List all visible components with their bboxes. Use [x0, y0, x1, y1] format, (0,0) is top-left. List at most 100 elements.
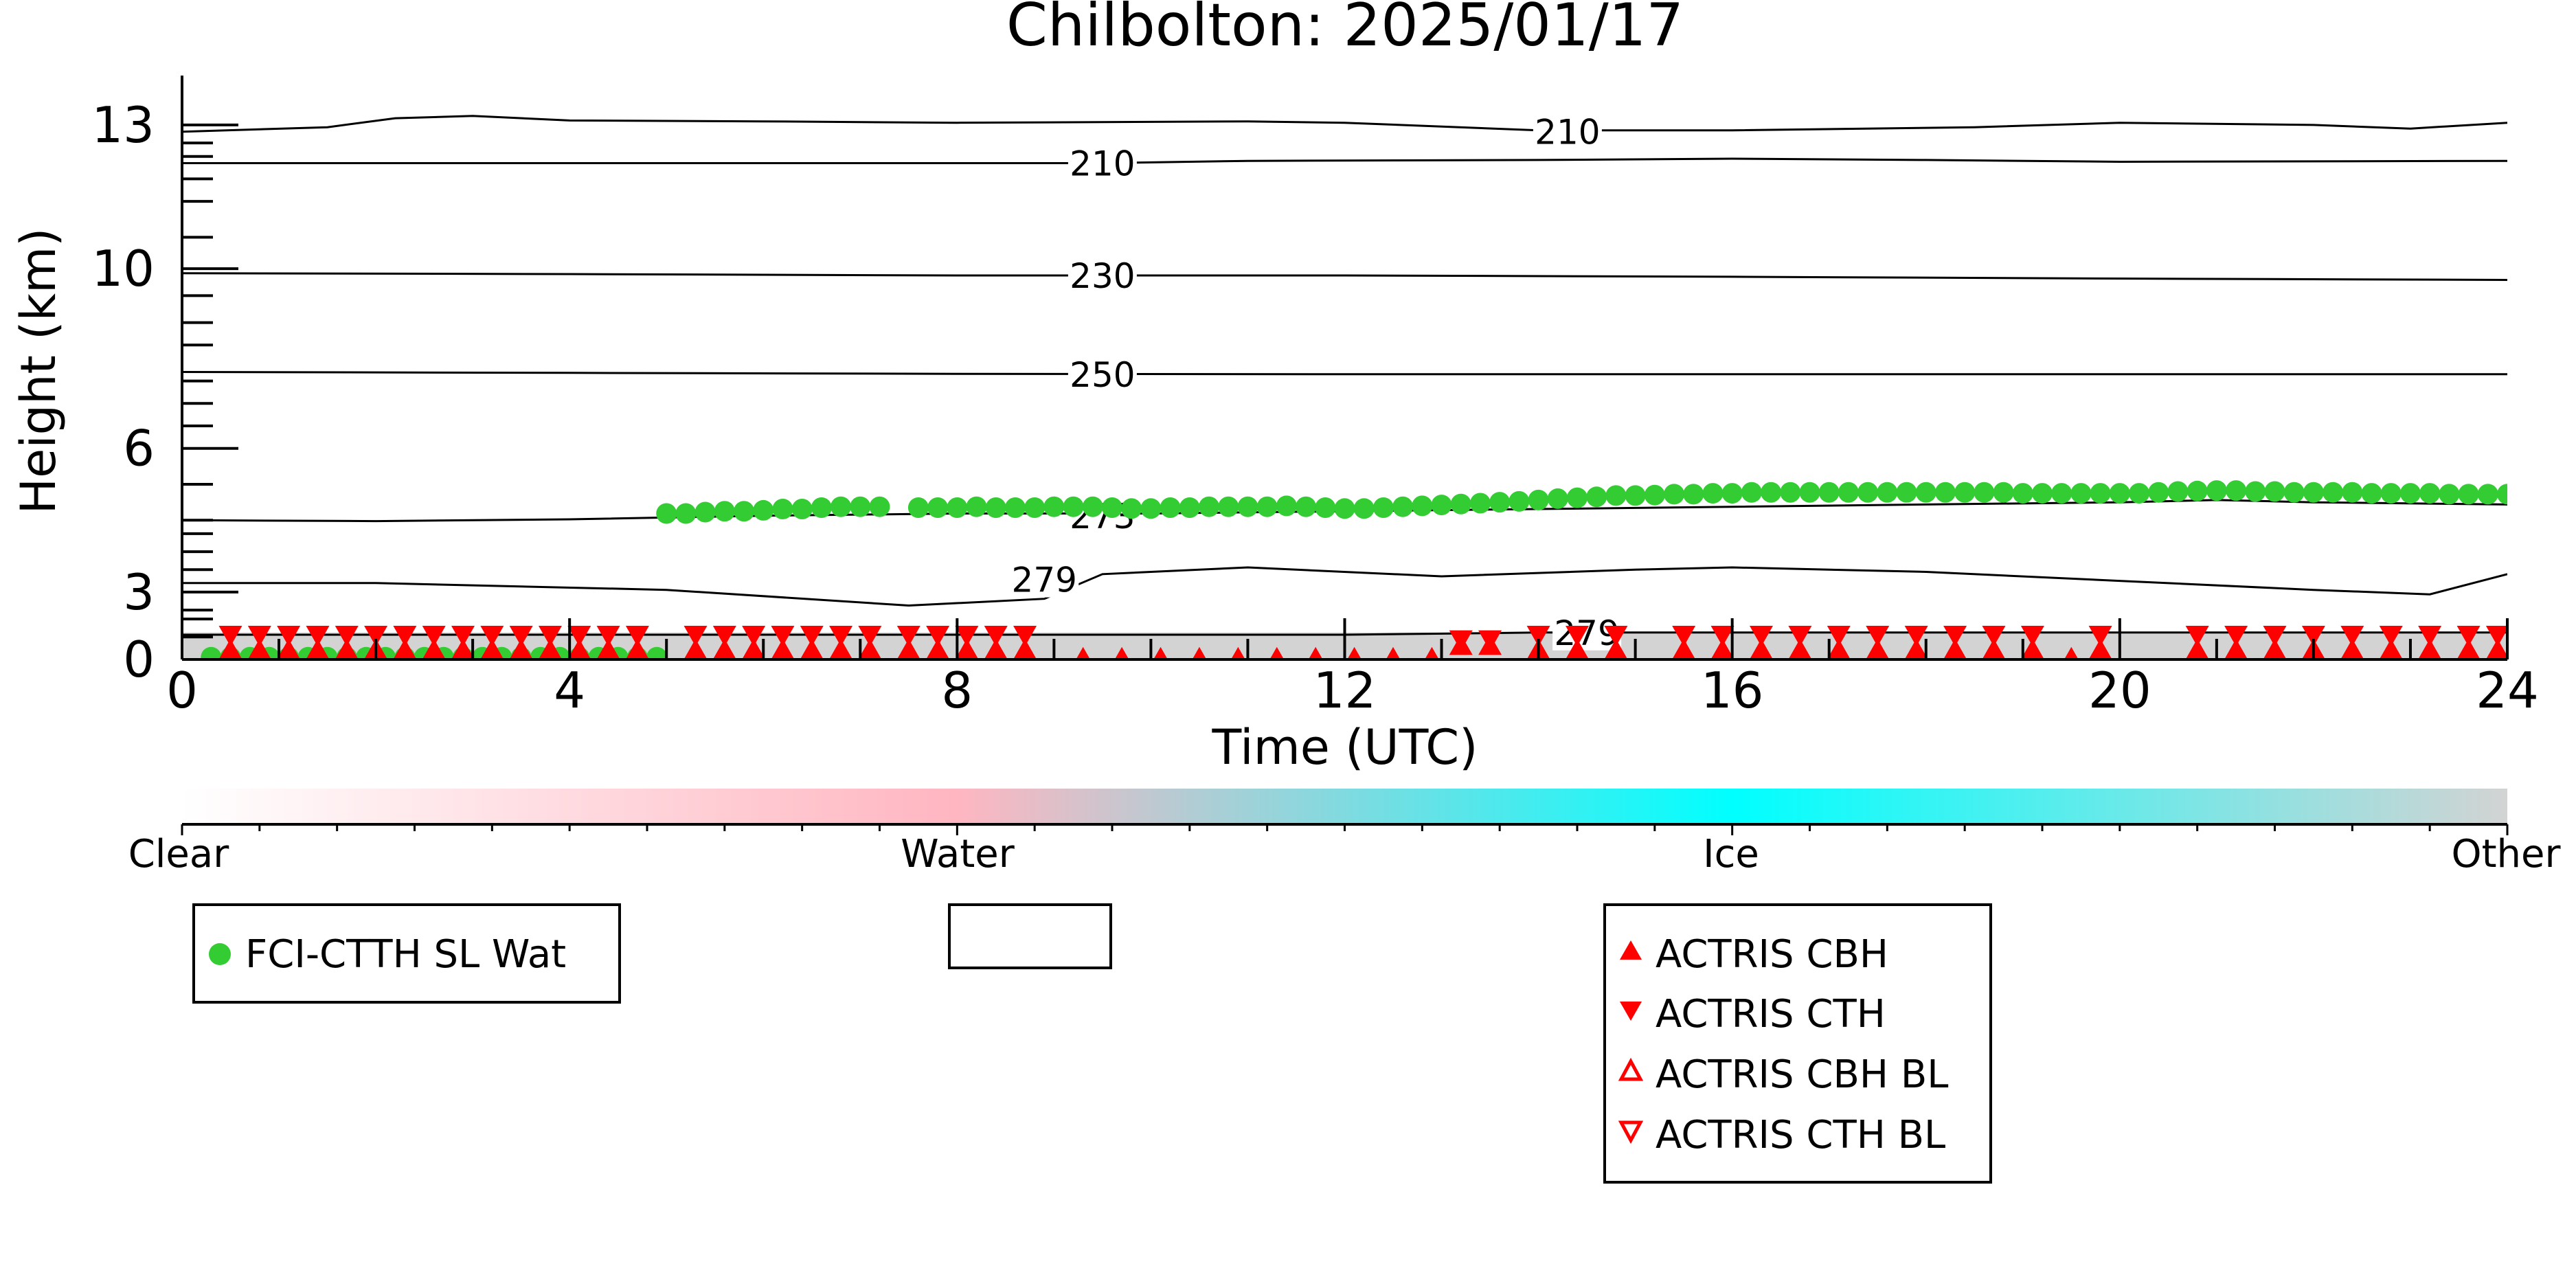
- marker-fci-ctth-sl-wat: [2051, 483, 2072, 504]
- legend-label-actris-cbh-bl: ACTRIS CBH BL: [1656, 1052, 1948, 1097]
- marker-fci-ctth-sl-wat: [1450, 493, 1471, 515]
- marker-actris-cth: [335, 626, 359, 647]
- marker-fci-ctth-sl-wat: [2342, 482, 2363, 503]
- marker-actris-cth: [2456, 626, 2481, 647]
- marker-fci-ctth-sl-wat: [2399, 483, 2421, 504]
- marker-fci-ctth-sl-wat: [1509, 490, 1530, 512]
- marker-fci-ctth-sl-wat: [2090, 483, 2111, 504]
- marker-fci-ctth-sl-wat: [1140, 498, 1162, 519]
- marker-actris-cbh: [538, 638, 562, 659]
- y-tick-label: 0: [123, 631, 155, 688]
- marker-fci-ctth-sl-wat: [966, 496, 987, 517]
- legend-box: [948, 903, 1112, 969]
- marker-fci-ctth-sl-wat: [694, 501, 716, 523]
- marker-fci-ctth-sl-wat: [1024, 497, 1046, 518]
- marker-actris-cth: [625, 626, 649, 647]
- legend-marker-actris-cth: [1620, 1002, 1642, 1021]
- marker-fci-ctth-sl-wat: [2070, 483, 2092, 504]
- marker-actris-cbh: [2064, 646, 2079, 659]
- marker-fci-ctth-sl-wat: [2129, 483, 2150, 504]
- marker-actris-cbh: [247, 638, 271, 659]
- marker-fci-ctth-sl-wat: [675, 503, 697, 524]
- contour-line-250: [182, 371, 2507, 376]
- marker-actris-cbh: [2485, 638, 2507, 659]
- legend-fci: FCI-CTTH SL Wat: [192, 903, 621, 1004]
- marker-actris-cth: [2418, 626, 2442, 647]
- marker-fci-ctth-sl-wat: [1372, 497, 1394, 518]
- marker-fci-ctth-sl-wat: [1934, 482, 1956, 503]
- marker-actris-cbh: [1943, 638, 1967, 659]
- marker-fci-ctth-sl-wat: [1489, 492, 1511, 513]
- marker-actris-cth: [422, 626, 446, 647]
- phase-colorbar: Clear Water Ice Other: [128, 789, 2561, 877]
- marker-fci-ctth-sl-wat: [1392, 496, 1414, 517]
- marker-fci-ctth-sl-wat: [1353, 498, 1375, 519]
- marker-actris-cth: [2340, 626, 2364, 647]
- marker-fci-ctth-sl-wat: [2226, 480, 2247, 501]
- colorbar-gradient: [182, 789, 2507, 824]
- marker-fci-ctth-sl-wat: [1256, 496, 1278, 517]
- marker-actris-cth: [451, 626, 475, 647]
- marker-fci-ctth-sl-wat: [1605, 485, 1627, 506]
- marker-actris-cbh: [596, 638, 620, 659]
- marker-actris-cth: [538, 626, 562, 647]
- marker-fci-ctth-sl-wat: [1528, 489, 1549, 510]
- marker-fci-ctth-sl-wat: [646, 646, 668, 659]
- marker-fci-ctth-sl-wat: [1857, 482, 1879, 503]
- marker-fci-ctth-sl-wat: [1102, 497, 1122, 518]
- marker-actris-cbh: [712, 638, 736, 659]
- marker-actris-cbh: [1347, 646, 1362, 659]
- marker-actris-cbh: [2418, 638, 2442, 659]
- marker-actris-cbh: [1672, 638, 1696, 659]
- marker-actris-cbh: [984, 638, 1008, 659]
- marker-actris-cbh: [480, 638, 504, 659]
- marker-actris-cbh: [567, 638, 591, 659]
- legend-box: [1603, 903, 1992, 1184]
- marker-fci-ctth-sl-wat: [831, 496, 852, 517]
- marker-fci-ctth-sl-wat: [1586, 486, 1607, 508]
- marker-actris-cbh: [926, 638, 950, 659]
- marker-fci-ctth-sl-wat: [1896, 482, 1917, 503]
- marker-actris-cbh: [800, 638, 824, 659]
- marker-actris-cth: [2379, 626, 2403, 647]
- marker-actris-cth: [364, 626, 388, 647]
- marker-fci-ctth-sl-wat: [927, 497, 949, 518]
- marker-actris-cth: [1982, 626, 2006, 647]
- marker-fci-ctth-sl-wat: [1431, 495, 1452, 516]
- marker-fci-ctth-sl-wat: [772, 498, 793, 519]
- marker-actris-cbh: [2456, 638, 2481, 659]
- marker-actris-cth: [712, 626, 736, 647]
- marker-actris-cth: [896, 626, 920, 647]
- marker-fci-ctth-sl-wat: [1683, 484, 1704, 505]
- marker-actris-cbh: [858, 638, 882, 659]
- marker-actris-cbh: [509, 638, 533, 659]
- marker-fci-ctth-sl-wat: [907, 497, 929, 518]
- marker-fci-ctth-sl-wat: [1199, 496, 1220, 517]
- marker-actris-cth: [742, 626, 766, 647]
- marker-fci-ctth-sl-wat: [1121, 498, 1142, 519]
- marker-fci-ctth-sl-wat: [1160, 497, 1181, 518]
- marker-actris-cth: [955, 626, 979, 647]
- legend-box: [192, 903, 621, 1004]
- marker-actris-cbh: [2379, 638, 2403, 659]
- marker-fci-ctth-sl-wat: [1915, 482, 1936, 503]
- x-tick-label: 16: [1701, 662, 1764, 719]
- marker-actris-cth: [1749, 626, 1773, 647]
- x-tick-label: 12: [1313, 662, 1377, 719]
- marker-actris-cbh: [2340, 638, 2364, 659]
- marker-fci-ctth-sl-wat: [869, 496, 890, 517]
- marker-fci-ctth-sl-wat: [2361, 483, 2382, 504]
- marker-actris-cbh: [1425, 646, 1439, 659]
- marker-fci-ctth-sl-wat: [2439, 484, 2460, 505]
- marker-actris-cbh: [742, 638, 766, 659]
- marker-actris-cbh: [1269, 646, 1285, 659]
- marker-actris-cth: [596, 626, 620, 647]
- marker-fci-ctth-sl-wat: [1082, 496, 1103, 517]
- marker-fci-ctth-sl-wat: [2419, 483, 2441, 504]
- marker-actris-cth: [926, 626, 950, 647]
- marker-actris-cth: [393, 626, 417, 647]
- legend-label-actris-cbh: ACTRIS CBH: [1656, 932, 1888, 977]
- marker-fci-ctth-sl-wat: [1315, 497, 1336, 518]
- marker-actris-cbh: [2263, 638, 2287, 659]
